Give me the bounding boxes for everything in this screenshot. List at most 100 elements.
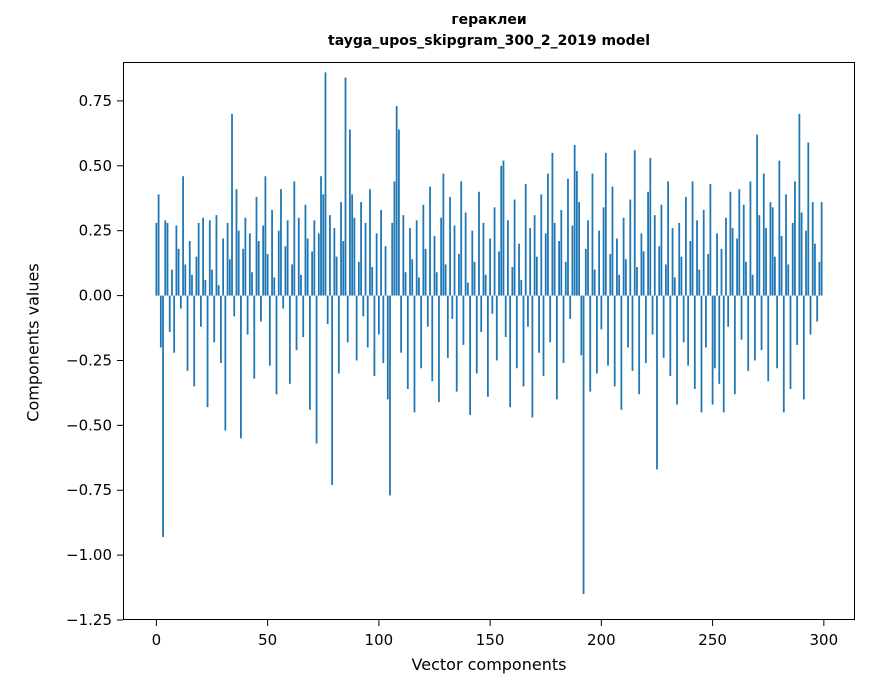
- bar: [811, 202, 814, 296]
- bar: [375, 233, 378, 296]
- bar: [611, 186, 614, 296]
- bar: [502, 160, 505, 296]
- bar: [309, 295, 311, 410]
- bar: [515, 295, 518, 369]
- bar: [340, 202, 342, 296]
- bar: [736, 238, 738, 296]
- bar: [631, 295, 634, 371]
- bar: [264, 176, 267, 296]
- bar: [504, 295, 507, 338]
- bar: [564, 261, 567, 296]
- tick-labels: 0 50 100 150 200 250 300 0.75 0.50 0.25 0.00 −0.25 −…: [66, 92, 838, 649]
- bar: [587, 220, 589, 296]
- bar: [738, 189, 741, 296]
- bar: [438, 295, 440, 402]
- bar: [460, 181, 463, 296]
- bar: [711, 295, 714, 405]
- bar: [284, 246, 287, 296]
- bar: [311, 251, 314, 296]
- bar: [818, 261, 821, 296]
- bar: [624, 259, 627, 296]
- bar: [280, 189, 282, 296]
- bar: [633, 150, 636, 296]
- bar: [295, 295, 298, 351]
- bar: [413, 295, 416, 413]
- bar: [491, 295, 494, 314]
- bar: [215, 215, 218, 296]
- bar: [422, 204, 425, 296]
- bar: [751, 274, 754, 296]
- y-tick-label: −0.50: [66, 416, 112, 434]
- bar: [222, 238, 225, 296]
- bars: [155, 72, 823, 595]
- bar: [776, 295, 779, 369]
- bar: [642, 251, 645, 296]
- bar: [302, 295, 305, 338]
- bar: [366, 295, 369, 348]
- bar: [324, 72, 327, 296]
- bar: [271, 209, 273, 296]
- bar: [589, 295, 592, 392]
- bar: [600, 295, 603, 330]
- bar: [373, 295, 376, 377]
- bar: [747, 295, 750, 371]
- chart-title: гераклеи tayga_upos_skipgram_300_2_2019 …: [123, 10, 855, 52]
- bar: [622, 217, 625, 296]
- bar: [217, 285, 220, 296]
- bar: [718, 295, 721, 384]
- bar: [300, 274, 302, 296]
- bar: [664, 264, 667, 296]
- bar: [787, 264, 790, 296]
- bar: [780, 235, 783, 296]
- bar: [155, 222, 158, 296]
- bar: [582, 295, 585, 595]
- bar: [188, 241, 191, 296]
- bar: [226, 222, 229, 296]
- bar: [778, 160, 781, 296]
- bar: [575, 171, 578, 296]
- bar: [211, 269, 213, 296]
- bar: [796, 295, 799, 345]
- bar: [317, 233, 320, 296]
- bar: [480, 295, 483, 332]
- bar: [607, 295, 609, 366]
- bar: [691, 181, 694, 296]
- bar: [789, 295, 792, 390]
- bar: [266, 254, 269, 296]
- bar: [620, 295, 623, 410]
- bar: [638, 295, 641, 395]
- bar: [591, 173, 594, 296]
- bar: [484, 274, 487, 296]
- bar: [507, 220, 509, 296]
- bar: [389, 295, 391, 496]
- bar: [731, 228, 734, 296]
- bar: [809, 295, 812, 335]
- bar: [544, 233, 547, 296]
- bar: [698, 269, 701, 296]
- bar: [257, 241, 260, 296]
- bar: [429, 186, 431, 296]
- bar: [195, 256, 198, 296]
- bar: [175, 225, 178, 296]
- bar: [729, 191, 732, 296]
- bar: [713, 295, 716, 369]
- bar: [482, 222, 485, 296]
- bar: [495, 295, 498, 361]
- x-tick-label: 250: [698, 631, 727, 649]
- bar: [431, 295, 434, 382]
- x-axis-label: Vector components: [411, 655, 567, 674]
- bar: [604, 152, 607, 296]
- bar: [369, 189, 371, 296]
- bar: [685, 196, 687, 296]
- bar: [255, 196, 258, 296]
- bar: [329, 215, 331, 296]
- bar: [644, 295, 647, 364]
- bar: [253, 295, 256, 379]
- bar: [337, 295, 340, 374]
- bar: [798, 113, 801, 296]
- bar: [656, 295, 658, 470]
- bar: [371, 267, 374, 296]
- bar: [547, 173, 549, 296]
- x-tick-label: 0: [152, 631, 162, 649]
